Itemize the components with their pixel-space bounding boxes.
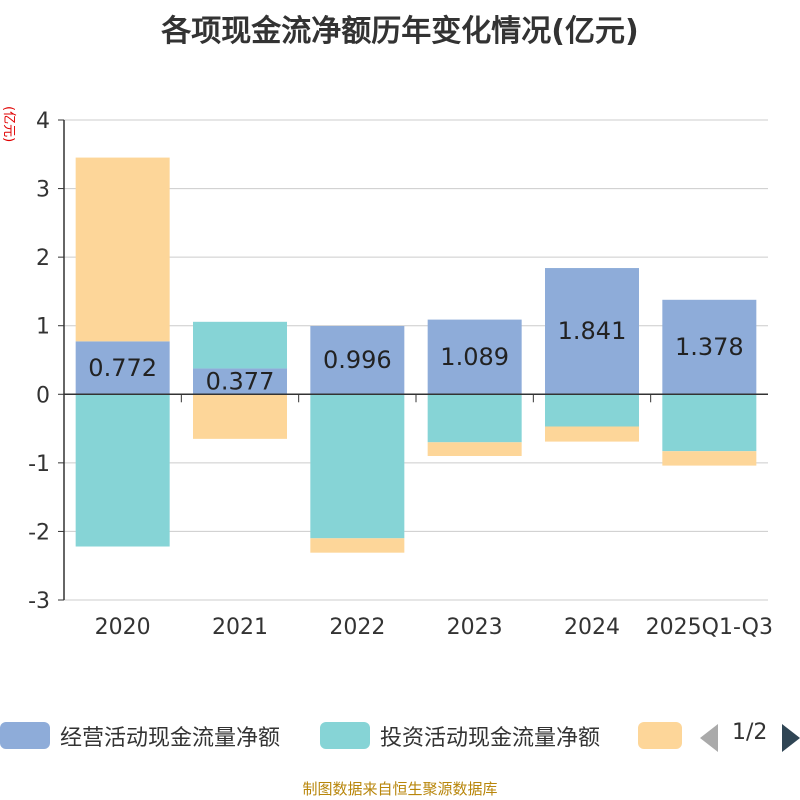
bar-series-0 <box>545 268 639 395</box>
bar-series-0 <box>310 325 405 395</box>
x-tick-label: 2024 <box>564 615 620 640</box>
bar-series-1 <box>75 394 170 547</box>
data-label: 1.378 <box>675 333 744 361</box>
x-tick-label: 2020 <box>95 615 151 640</box>
bar-series-0 <box>193 368 287 395</box>
y-tick-label: 4 <box>36 109 50 134</box>
bar-series-2 <box>662 451 757 466</box>
axes: 4 3 2 1 0 -1 -2 -3 2020 2021 2022 2023 2024 2025Q1-Q3 <box>28 109 773 640</box>
data-label: 1.089 <box>440 343 509 371</box>
legend-pager: 1/2 <box>700 718 800 754</box>
legend-label-investing: 投资活动现金流量净额 <box>380 726 601 751</box>
bar-series-1 <box>193 321 287 369</box>
bar-series-1 <box>310 394 405 539</box>
bar-series-2 <box>310 538 405 553</box>
x-tick-label: 2023 <box>447 615 503 640</box>
pager-prev-icon[interactable] <box>700 724 718 752</box>
y-tick-label: 0 <box>36 383 50 408</box>
legend-swatch-third-series <box>638 722 682 749</box>
x-tick-label: 2022 <box>329 615 385 640</box>
bar-series-1 <box>545 394 639 427</box>
pager-next-icon[interactable] <box>782 724 800 752</box>
y-tick-label: -3 <box>28 589 50 614</box>
bar-series-2 <box>545 426 639 442</box>
data-label: 1.841 <box>558 317 627 345</box>
bar-series-1 <box>427 394 522 443</box>
gridlines <box>64 119 768 601</box>
bar-series-1 <box>662 394 757 452</box>
source-note: 制图数据来自恒生聚源数据库 <box>302 780 498 798</box>
legend-swatch-investing <box>320 722 370 749</box>
bar-series-2 <box>427 442 522 456</box>
data-labels: 0.772 0.377 0.996 1.089 1.841 1.378 <box>88 317 743 395</box>
bar-series-0 <box>662 299 757 395</box>
bar-series-2 <box>193 394 287 439</box>
legend-swatch-operating <box>0 722 50 749</box>
x-tick-label: 2025Q1-Q3 <box>646 615 773 640</box>
bar-series-0 <box>75 341 170 395</box>
bar-series-2 <box>75 157 170 342</box>
y-tick-label: -2 <box>28 520 50 545</box>
pager-text: 1/2 <box>732 720 768 745</box>
bars <box>75 157 757 553</box>
data-label: 0.772 <box>88 354 157 382</box>
y-tick-label: -1 <box>28 452 50 477</box>
legend-label-operating: 经营活动现金流量净额 <box>60 726 281 751</box>
x-tick-label: 2021 <box>212 615 268 640</box>
legend: 经营活动现金流量净额 投资活动现金流量净额 1/2 <box>0 716 800 756</box>
stacked-bar-chart: 4 3 2 1 0 -1 -2 -3 2020 2021 2022 2023 2024 2025Q1-Q3… <box>28 109 773 640</box>
data-label: 0.377 <box>206 367 275 395</box>
chart-title: 各项现金流净额历年变化情况(亿元) <box>161 14 639 49</box>
data-label: 0.996 <box>323 346 392 374</box>
y-tick-label: 3 <box>36 178 50 203</box>
y-tick-label: 2 <box>36 246 50 271</box>
bar-series-0 <box>427 319 522 395</box>
y-tick-label: 1 <box>36 315 50 340</box>
